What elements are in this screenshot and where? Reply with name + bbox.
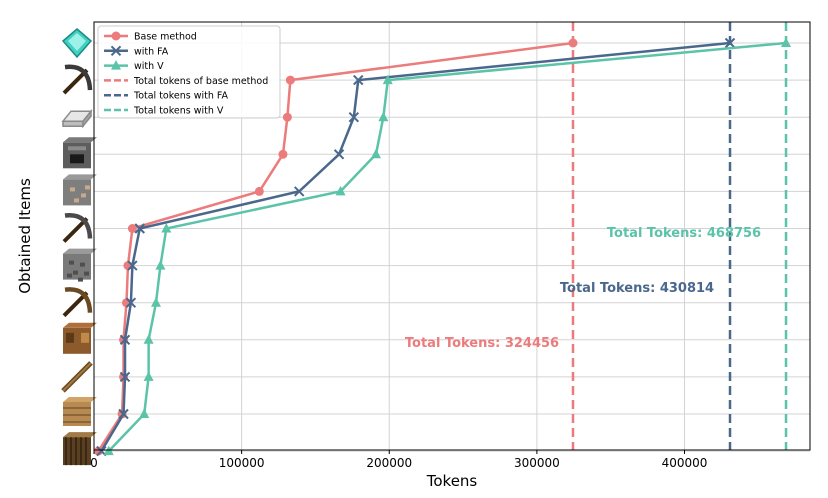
data-point — [333, 149, 345, 160]
crafting-table-icon — [63, 322, 97, 354]
series-line — [97, 41, 574, 452]
data-point — [724, 37, 736, 49]
plot-frame — [93, 21, 811, 451]
data-point — [125, 297, 137, 308]
series-with-v — [103, 37, 792, 456]
iron-pickaxe-icon — [62, 64, 93, 95]
legend-entry: Total tokens of base method — [104, 76, 268, 87]
diamond-icon — [61, 28, 93, 59]
oak-log-icon — [63, 432, 97, 466]
data-point — [378, 111, 389, 122]
data-point — [382, 74, 393, 85]
data-point — [93, 446, 103, 456]
data-point — [285, 75, 295, 85]
x-tick-label: 300000 — [514, 456, 560, 470]
data-point — [370, 148, 381, 159]
total-tokens-annotation: Total Tokens: 430814 — [560, 281, 714, 296]
data-point — [282, 112, 292, 122]
data-point — [119, 371, 131, 383]
data-point — [278, 149, 288, 159]
grid — [93, 22, 810, 452]
data-point — [353, 74, 364, 86]
series-with-fa — [96, 37, 736, 457]
data-point — [139, 408, 150, 418]
data-point — [127, 260, 138, 271]
x-tick-label: 0 — [90, 456, 98, 470]
data-point — [781, 37, 792, 47]
legend: Base method with FA with V Total tokens of … — [97, 25, 281, 119]
data-point — [161, 223, 172, 233]
total-tokens-annotation: Total Tokens: 468756 — [607, 226, 761, 241]
legend-entry: with V — [104, 60, 164, 72]
total-tokens-annotation: Total Tokens: 324456 — [405, 336, 559, 351]
stick-icon — [61, 361, 93, 393]
data-point — [348, 111, 360, 123]
data-point — [110, 45, 122, 57]
data-point — [568, 38, 578, 48]
series-line — [100, 41, 731, 452]
planks-icon — [63, 397, 97, 426]
data-point — [134, 223, 145, 234]
data-point — [335, 185, 346, 196]
vertical-lines — [571, 22, 788, 450]
y-axis-title: Obtained Items — [16, 178, 34, 294]
data-point — [119, 334, 131, 346]
data-point — [143, 334, 154, 344]
data-point — [111, 31, 121, 41]
data-point — [155, 260, 166, 270]
x-axis-title: Tokens — [426, 472, 478, 490]
x-axis-ticks: 0 100000 200000 300000 400000 — [90, 450, 707, 470]
wooden-pickaxe-icon — [62, 287, 93, 318]
x-tick-label: 100000 — [219, 456, 265, 470]
legend-entry: with FA — [104, 45, 169, 57]
legend-entry: Total tokens with V — [104, 106, 224, 117]
data-point — [118, 408, 129, 420]
legend-label: Total tokens of base method — [133, 76, 268, 87]
cobblestone-icon — [63, 248, 97, 282]
annotations: Total Tokens: 324456 Total Tokens: 430814… — [405, 226, 761, 351]
furnace-icon — [63, 137, 97, 169]
series-lines — [93, 37, 792, 457]
legend-label: with V — [134, 61, 164, 72]
legend-box — [97, 25, 281, 119]
y-axis-icons — [61, 28, 97, 466]
legend-entry: Total tokens with FA — [104, 91, 229, 102]
iron-ore-icon — [63, 174, 97, 206]
data-point — [111, 60, 121, 70]
legend-label: with FA — [134, 46, 169, 57]
x-tick-label: 200000 — [366, 456, 412, 470]
iron-ingot-icon — [61, 109, 93, 129]
x-tick-label: 400000 — [662, 456, 708, 470]
data-point — [151, 297, 162, 307]
data-point — [119, 372, 129, 382]
data-point — [143, 371, 154, 381]
data-point — [254, 186, 264, 196]
legend-label: Total tokens with FA — [133, 91, 229, 102]
legend-label: Base method — [134, 32, 197, 43]
data-point — [127, 224, 137, 233]
data-point — [293, 186, 305, 197]
series-line — [107, 41, 787, 452]
legend-label: Total tokens with V — [133, 106, 224, 117]
stone-pickaxe-icon — [62, 212, 93, 243]
legend-entry: Base method — [104, 31, 197, 43]
